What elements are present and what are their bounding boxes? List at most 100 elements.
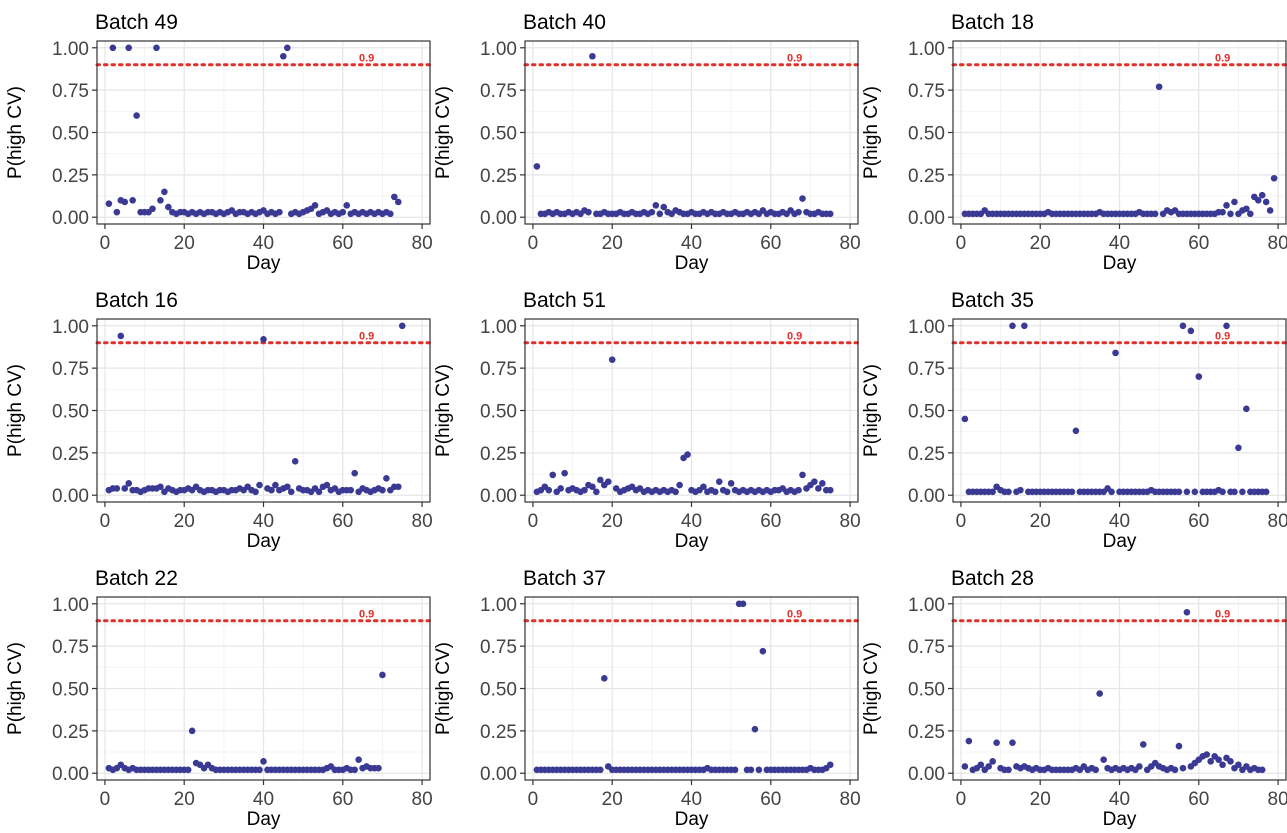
data-point: [731, 766, 739, 774]
y-tick-label: 0.25: [480, 166, 517, 187]
data-point: [755, 766, 763, 774]
data-point: [684, 451, 691, 458]
y-tick-label: 0.75: [52, 81, 89, 102]
data-point: [747, 766, 755, 774]
x-tick-label: 60: [760, 233, 781, 254]
y-axis-title: P(high CV): [5, 642, 26, 735]
data-points: [533, 356, 834, 496]
x-tick-label: 80: [840, 511, 861, 532]
data-point: [125, 480, 133, 487]
data-point: [557, 485, 564, 492]
data-point: [1191, 488, 1199, 496]
y-tick-label: 0.75: [480, 637, 517, 658]
data-point: [125, 44, 133, 52]
y-tick-label: 0.75: [480, 359, 517, 380]
data-point: [648, 208, 656, 216]
data-point: [1203, 751, 1211, 758]
x-axis-title: Day: [247, 531, 281, 552]
data-point: [315, 488, 323, 496]
data-point: [355, 756, 362, 763]
x-tick-label: 40: [681, 789, 702, 810]
y-axis-title: P(high CV): [861, 364, 882, 457]
y-tick-label: 1.00: [908, 39, 945, 60]
data-point: [1239, 488, 1246, 496]
data-point: [105, 200, 113, 207]
data-point: [1262, 198, 1270, 206]
data-point: [283, 483, 291, 491]
data-point: [826, 210, 834, 218]
data-point: [799, 195, 806, 202]
data-point: [149, 205, 156, 213]
data-point: [1243, 405, 1250, 413]
data-point: [391, 193, 398, 201]
y-tick-label: 0.50: [908, 680, 945, 701]
data-point: [129, 196, 136, 204]
data-point: [589, 483, 596, 491]
data-point: [711, 488, 719, 496]
y-tick-label: 0.75: [908, 359, 945, 380]
data-point: [379, 671, 386, 679]
x-tick-label: 60: [760, 511, 781, 532]
data-point: [656, 210, 664, 218]
data-point: [826, 761, 834, 769]
data-point: [993, 739, 1000, 747]
y-tick-label: 1.00: [480, 317, 517, 338]
x-tick-label: 20: [602, 511, 623, 532]
data-point: [1223, 202, 1230, 209]
data-point: [1151, 210, 1159, 218]
x-tick-label: 80: [412, 233, 433, 254]
x-tick-label: 0: [100, 233, 111, 254]
data-points: [961, 322, 1270, 496]
data-point: [1235, 444, 1242, 452]
data-point: [597, 766, 604, 774]
data-point: [604, 478, 612, 485]
y-tick-label: 1.00: [52, 39, 89, 60]
x-tick-label: 0: [956, 511, 967, 532]
data-point: [1254, 196, 1262, 204]
data-point: [157, 196, 164, 204]
data-point: [660, 203, 668, 211]
data-point: [989, 758, 996, 765]
x-tick-label: 80: [412, 511, 433, 532]
data-point: [1112, 349, 1119, 357]
data-point: [260, 758, 267, 765]
data-point: [351, 766, 358, 774]
data-point: [600, 675, 608, 682]
y-tick-label: 0.50: [480, 124, 517, 145]
data-points: [105, 671, 386, 774]
data-point: [727, 480, 735, 487]
data-point: [815, 485, 822, 492]
x-tick-label: 0: [528, 511, 539, 532]
x-tick-label: 40: [253, 233, 274, 254]
panel-4: 0.9 0.00 0.25 0.50 0.75 1.00 0 20 40 60 80 Day P(hig…: [5, 289, 433, 552]
data-point: [1223, 322, 1230, 330]
data-point: [1258, 191, 1266, 199]
data-point: [652, 202, 660, 209]
data-point: [581, 486, 588, 494]
x-tick-label: 40: [681, 511, 702, 532]
x-tick-label: 80: [1268, 789, 1287, 810]
data-point: [1266, 207, 1274, 214]
x-tick-label: 80: [412, 789, 433, 810]
y-tick-label: 0.00: [480, 208, 517, 229]
data-point: [1005, 766, 1012, 774]
data-point: [1092, 766, 1100, 774]
x-tick-label: 20: [602, 233, 623, 254]
reference-line-label: 0.9: [787, 331, 802, 343]
data-point: [113, 485, 121, 492]
y-tick-label: 0.00: [52, 208, 89, 229]
data-point: [311, 202, 319, 209]
x-tick-label: 40: [681, 233, 702, 254]
data-point: [1235, 761, 1242, 769]
panel-8: 0.9 0.00 0.25 0.50 0.75 1.00 0 20 40 60 80 Day P(hig…: [433, 567, 861, 830]
x-tick-label: 80: [840, 789, 861, 810]
data-point: [1183, 608, 1191, 616]
panel-1: 0.9 0.00 0.25 0.50 0.75 1.00 0 20 40 60 80 Day P(hig…: [5, 11, 433, 274]
data-point: [280, 52, 287, 60]
panel-title: Batch 28: [951, 567, 1034, 590]
data-point: [1179, 322, 1187, 330]
data-points: [961, 83, 1278, 218]
data-point: [1155, 83, 1163, 91]
reference-line-label: 0.9: [359, 609, 374, 621]
data-point: [759, 647, 767, 655]
